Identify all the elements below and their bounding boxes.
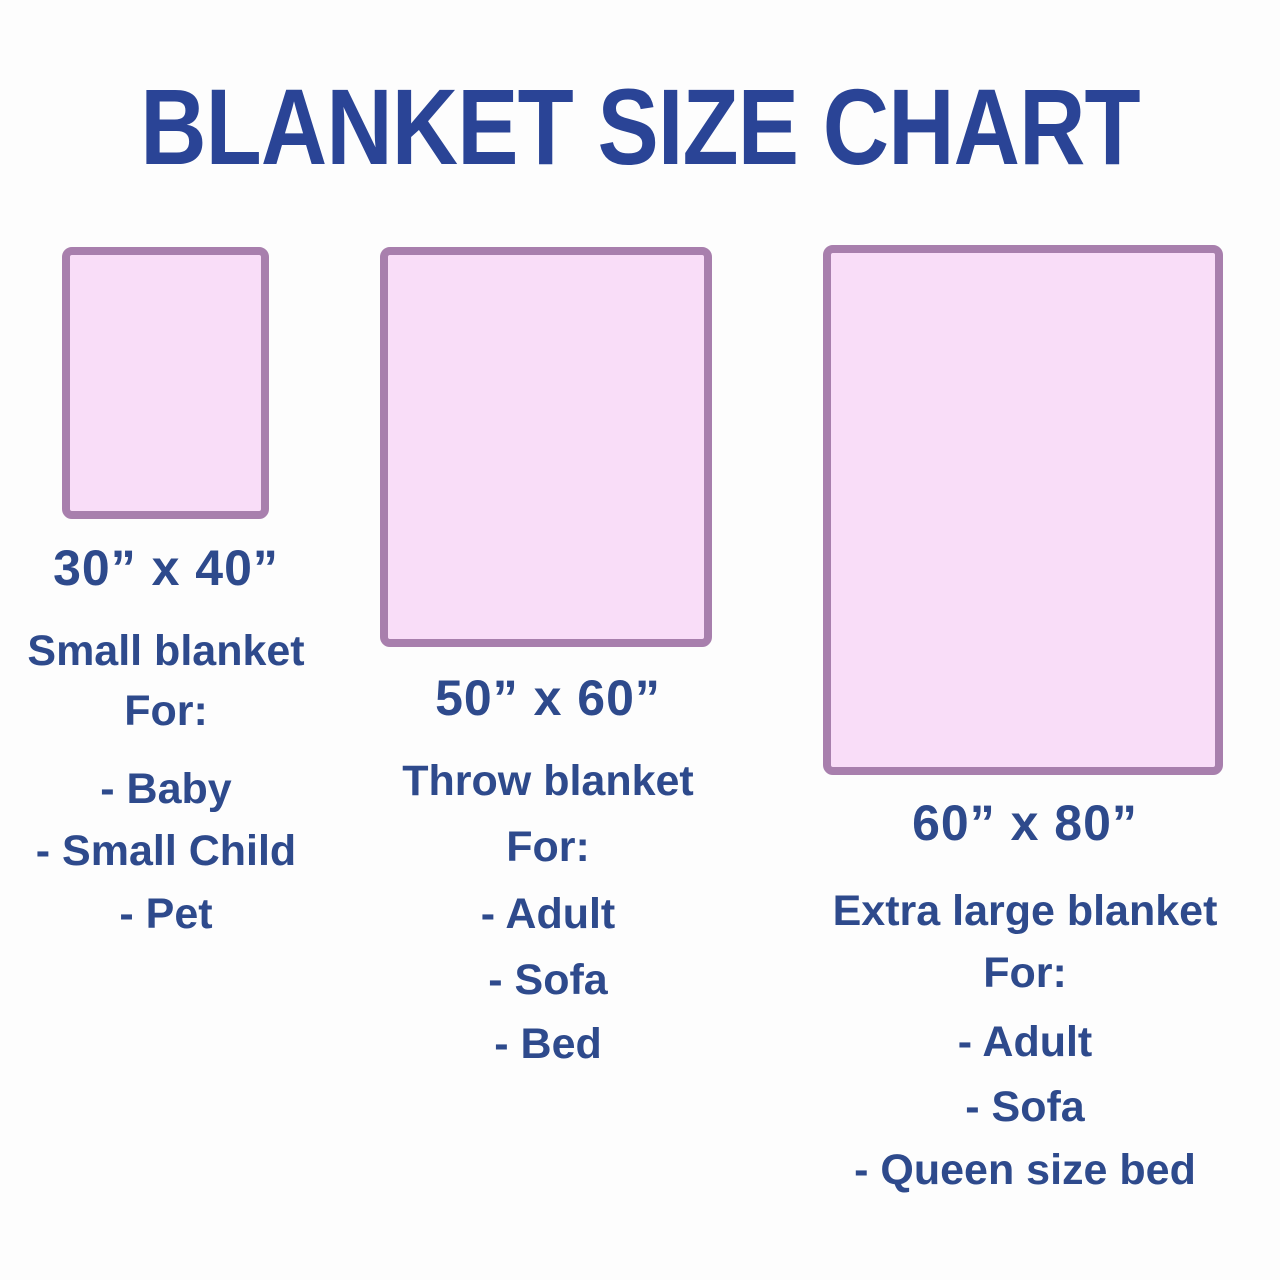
for-label-medium: For: xyxy=(506,823,590,871)
size-label-medium: 50” x 60” xyxy=(435,670,661,726)
page-title: BLANKET SIZE CHART xyxy=(140,66,1140,187)
use-item-small-pet: - Pet xyxy=(119,890,213,938)
for-label-small: For: xyxy=(124,687,208,735)
use-item-large-adult: - Adult xyxy=(957,1018,1093,1066)
use-item-medium-bed: - Bed xyxy=(494,1020,602,1068)
labels-small-blanket: 30” x 40” Small blanket For: - Baby - Sm… xyxy=(0,0,396,1280)
size-label-small: 30” x 40” xyxy=(53,540,279,596)
for-label-large: For: xyxy=(983,949,1067,997)
use-item-small-child: - Small Child xyxy=(35,827,297,875)
use-item-medium-sofa: - Sofa xyxy=(488,956,608,1004)
name-label-medium: Throw blanket xyxy=(402,757,694,805)
blanket-rect-small xyxy=(62,247,269,519)
name-label-large: Extra large blanket xyxy=(832,887,1218,935)
blanket-rect-medium xyxy=(380,247,712,647)
blanket-rect-large xyxy=(823,245,1223,775)
name-label-small: Small blanket xyxy=(27,627,305,675)
size-label-large: 60” x 80” xyxy=(912,795,1138,851)
use-item-large-queen-bed: - Queen size bed xyxy=(854,1146,1196,1194)
use-item-small-baby: - Baby xyxy=(100,765,232,813)
use-item-medium-adult: - Adult xyxy=(480,890,616,938)
use-item-large-sofa: - Sofa xyxy=(965,1083,1085,1131)
